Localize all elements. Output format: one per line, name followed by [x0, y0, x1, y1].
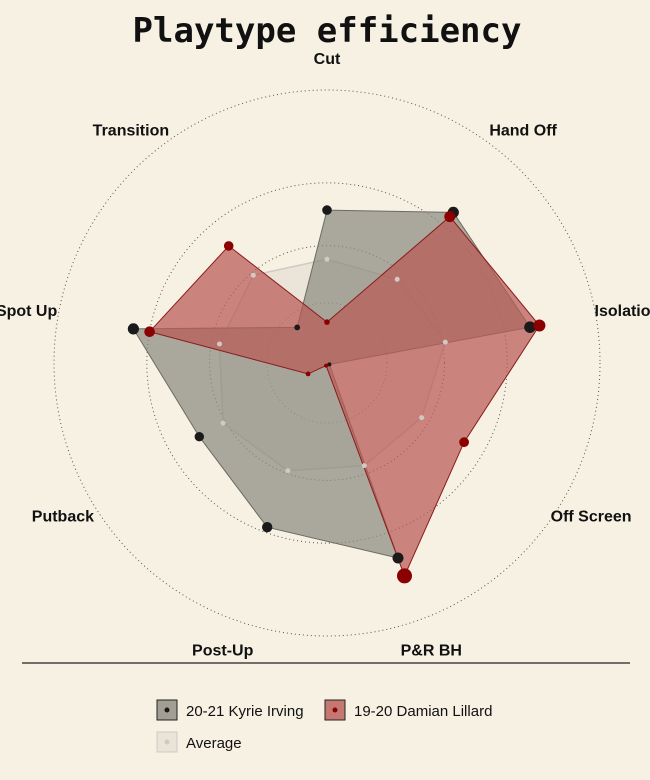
series-points	[127, 205, 546, 584]
point-s0-6	[294, 324, 301, 331]
axis-label-0: Isolation	[595, 303, 650, 320]
legend-label-1: 19-20 Damian Lillard	[354, 703, 492, 720]
point-s2-7	[324, 256, 330, 262]
point-s2-2	[361, 463, 367, 469]
axis-labels: Isolation Off Screen P&R BH Post-Up Putback S…	[0, 51, 650, 660]
point-s1-7	[324, 319, 330, 325]
axis-label-5: Spot Up	[0, 303, 57, 320]
point-s0-4	[194, 432, 204, 442]
axis-label-6: Transition	[93, 122, 169, 139]
point-s0-0	[524, 321, 536, 334]
legend-dot-0	[164, 707, 170, 713]
legend-label-2: Average	[186, 735, 242, 752]
point-s2-3	[285, 468, 291, 474]
axis-label-3: Post-Up	[192, 643, 254, 660]
series-polygon-1	[148, 215, 541, 578]
point-s1-2	[397, 568, 412, 584]
point-s2-0	[442, 339, 448, 345]
axis-label-8: Hand Off	[489, 122, 557, 139]
point-s0-1	[327, 362, 332, 367]
point-s1-3	[324, 363, 329, 368]
point-s1-8	[444, 211, 456, 223]
point-s1-5	[144, 326, 155, 338]
legend-label-0: 20-21 Kyrie Irving	[186, 703, 304, 720]
point-s1-4	[305, 371, 311, 377]
point-s1-0	[533, 319, 546, 332]
point-s2-5	[217, 341, 222, 347]
point-s1-1	[459, 437, 469, 448]
axis-label-1: Off Screen	[551, 509, 632, 526]
point-s2-8	[394, 276, 400, 282]
point-s0-7	[322, 205, 332, 215]
axis-label-4: Putback	[32, 509, 94, 526]
chart-title: Playtype efficiency	[133, 11, 522, 51]
legend-dot-1	[332, 707, 338, 713]
point-s1-6	[223, 241, 234, 251]
point-s0-2	[392, 552, 404, 564]
point-s2-6	[250, 272, 256, 278]
point-s0-3	[262, 522, 273, 533]
series-polygons	[132, 209, 541, 578]
axis-label-7: Cut	[314, 51, 341, 68]
legend-dot-2	[164, 739, 170, 745]
legend: 20-21 Kyrie Irving 19-20 Damian Lillard Av…	[156, 699, 492, 753]
point-s2-1	[419, 415, 425, 421]
point-s0-5	[127, 323, 139, 335]
grid-circle-4	[53, 89, 601, 637]
point-s2-4	[220, 420, 226, 426]
axis-label-2: P&R BH	[401, 643, 462, 660]
